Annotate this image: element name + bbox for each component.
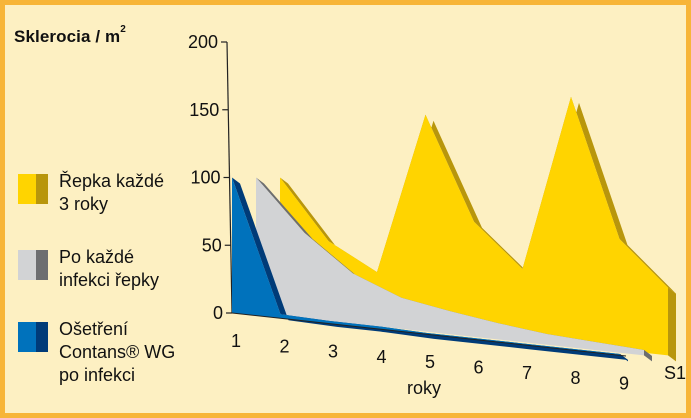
y-tick-label-0: 0 bbox=[213, 303, 223, 323]
x-tick-label-9: 9 bbox=[619, 373, 629, 393]
legend-label-contans-line1: Ošetření bbox=[59, 319, 129, 339]
legend-swatch-repka bbox=[18, 174, 48, 204]
legend-swatch-contans bbox=[18, 322, 48, 352]
legend-label-po-kazde: Po každé infekci řepky bbox=[59, 246, 159, 292]
x-tick-label-8: 8 bbox=[570, 368, 580, 388]
chart-title-text: Sklerocia / m bbox=[14, 27, 121, 46]
legend-label-contans-line3: po infekci bbox=[59, 365, 136, 385]
series-face-1 bbox=[256, 177, 644, 356]
x-tick-label-3: 3 bbox=[328, 342, 338, 362]
legend-label-contans-line2: Contans® WG bbox=[59, 342, 176, 362]
series-end-1 bbox=[644, 349, 652, 362]
x-tick-label-6: 6 bbox=[473, 358, 483, 378]
legend-label-repka-line2: 3 roky bbox=[59, 194, 109, 214]
legend-swatch-po-kazde bbox=[18, 250, 48, 280]
legend-label-po-kazde-line2: infekci řepky bbox=[59, 270, 160, 290]
x-tick-label-2: 2 bbox=[279, 336, 289, 356]
depth-axis-label: S1 bbox=[664, 363, 686, 383]
y-tick-label-200: 200 bbox=[188, 32, 218, 52]
series-end-0 bbox=[668, 287, 676, 362]
legend-label-repka-line1: Řepka každé bbox=[59, 171, 165, 191]
legend-item-contans: Ošetření Contans® WG po infekci bbox=[18, 318, 175, 387]
x-tick-label-7: 7 bbox=[522, 363, 532, 383]
x-axis-line bbox=[231, 312, 627, 357]
legend-label-po-kazde-line1: Po každé bbox=[59, 247, 135, 267]
chart-title: Sklerocia / m2 bbox=[14, 24, 126, 47]
x-axis-label: roky bbox=[407, 378, 441, 398]
y-tick-label-50: 50 bbox=[202, 235, 222, 255]
x-tick-label-5: 5 bbox=[425, 352, 435, 372]
x-tick-label-1: 1 bbox=[231, 331, 241, 351]
legend-label-contans: Ošetření Contans® WG po infekci bbox=[59, 318, 175, 387]
legend-item-repka: Řepka každé 3 roky bbox=[18, 170, 164, 216]
y-tick-label-100: 100 bbox=[190, 168, 220, 188]
legend-item-po-kazde: Po každé infekci řepky bbox=[18, 246, 159, 292]
x-tick-label-4: 4 bbox=[376, 347, 386, 367]
legend-label-repka: Řepka každé 3 roky bbox=[59, 170, 164, 216]
y-tick-label-150: 150 bbox=[189, 100, 219, 120]
chart-title-superscript: 2 bbox=[120, 24, 126, 36]
